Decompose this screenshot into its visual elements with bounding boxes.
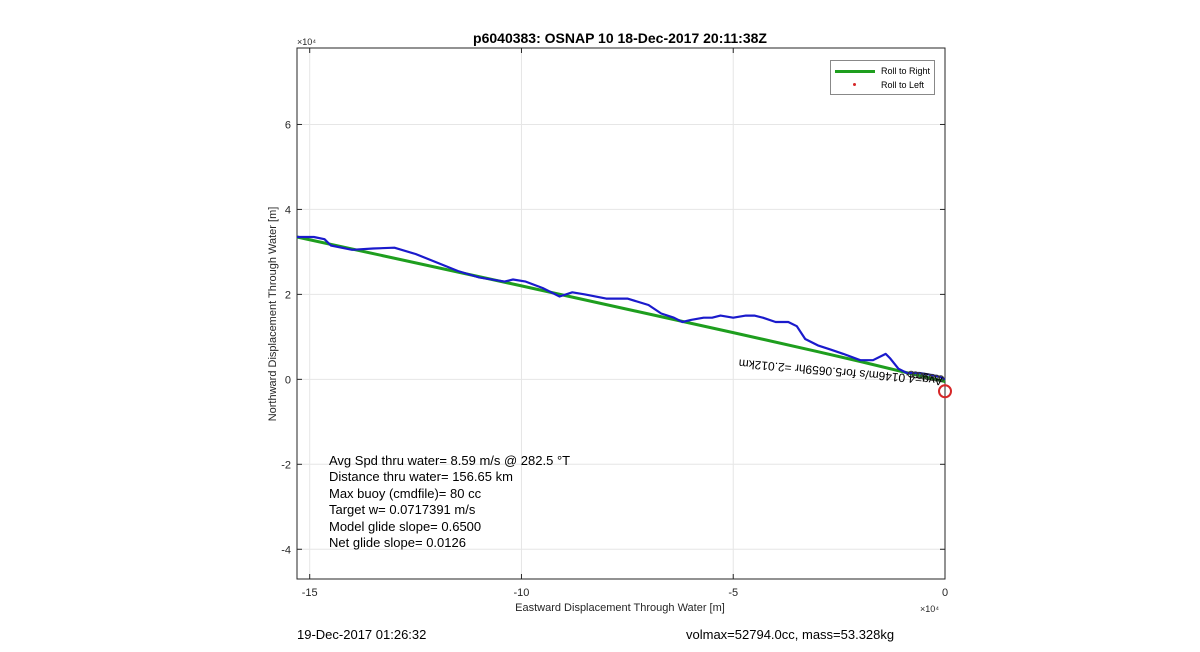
chart-title: p6040383: OSNAP 10 18-Dec-2017 20:11:38Z [473, 30, 767, 46]
stats-line: Distance thru water= 156.65 km [329, 469, 513, 485]
track-point-marker [933, 374, 941, 382]
track-point-marker [911, 371, 919, 379]
x-axis-label: Eastward Displacement Through Water [m] [515, 602, 725, 614]
legend-label: Roll to Right [881, 66, 931, 76]
y-tick-label: 2 [285, 289, 291, 301]
y-tick-label: 6 [285, 119, 291, 131]
legend-swatch-dot [835, 79, 875, 91]
x-tick-label: -15 [302, 587, 318, 599]
glider-track-line [297, 235, 946, 381]
y-exponent-label: ×10⁴ [297, 37, 316, 47]
x-tick-label: -5 [728, 587, 738, 599]
x-tick-label: 0 [942, 587, 948, 599]
timestamp-footer: 19-Dec-2017 01:26:32 [297, 627, 427, 642]
plot-area-frame [296, 47, 946, 580]
y-tick-label: 0 [285, 374, 291, 386]
legend-item-roll-left: Roll to Left [835, 79, 924, 91]
stats-line: Net glide slope= 0.0126 [329, 535, 466, 551]
legend-label: Roll to Left [881, 80, 925, 90]
legend-swatch-line [835, 65, 875, 77]
plot-marks [296, 235, 952, 399]
y-tick-label: -2 [281, 459, 291, 471]
axis-ticks: -15 -10 -5 0 -4 -2 0 2 4 6 [281, 48, 948, 599]
stats-line: Avg Spd thru water= 8.59 m/s @ 282.5 °T [329, 453, 571, 468]
y-axis-label: Northward Displacement Through Water [m] [267, 207, 279, 422]
track-point-marker [937, 375, 945, 383]
stats-line: Model glide slope= 0.6500 [329, 518, 482, 534]
legend-item-roll-right: Roll to Right [835, 65, 930, 77]
track-point-marker [928, 373, 936, 381]
average-speed-annotation: Avg=4.0146m/s for5.0659hr =2.012km [738, 356, 943, 388]
x-tick-label: -10 [514, 587, 530, 599]
volmax-mass-footer: volmax=52794.0cc, mass=53.328kg [686, 627, 895, 642]
stats-annotation: Avg Spd thru water= 8.59 m/s @ 282.5 °T … [329, 453, 570, 551]
stats-line: Max buoy (cmdfile)= 80 cc [329, 485, 482, 501]
end-position-marker [938, 384, 952, 399]
grid [297, 48, 946, 579]
roll-right-line [296, 235, 946, 383]
track-point-marker [907, 370, 915, 378]
track-point-marker [924, 373, 932, 381]
y-tick-label: -4 [281, 544, 291, 556]
track-point-marker [916, 372, 924, 380]
stats-line: Target w= 0.0717391 m/s [329, 502, 476, 518]
track-point-marker [920, 372, 928, 380]
y-tick-label: 4 [285, 204, 291, 216]
x-exponent-label: ×10⁴ [920, 604, 939, 614]
legend: Roll to Right Roll to Left [830, 60, 935, 95]
